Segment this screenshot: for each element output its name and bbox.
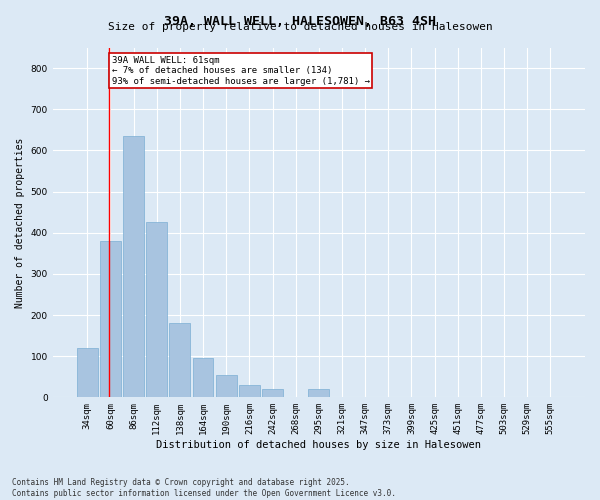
Text: Size of property relative to detached houses in Halesowen: Size of property relative to detached ho… [107,22,493,32]
Bar [308,389,329,398]
Bar [193,358,214,398]
Text: 39A, WALL WELL, HALESOWEN, B63 4SH: 39A, WALL WELL, HALESOWEN, B63 4SH [164,15,436,28]
Y-axis label: Number of detached properties: Number of detached properties [15,137,25,308]
Bar [123,136,144,398]
Bar [169,324,190,398]
Bar [262,389,283,398]
Bar [239,385,260,398]
Bar [216,374,236,398]
Bar [146,222,167,398]
Bar [77,348,98,398]
Bar [100,241,121,398]
X-axis label: Distribution of detached houses by size in Halesowen: Distribution of detached houses by size … [157,440,481,450]
Text: 39A WALL WELL: 61sqm
← 7% of detached houses are smaller (134)
93% of semi-detac: 39A WALL WELL: 61sqm ← 7% of detached ho… [112,56,370,86]
Text: Contains HM Land Registry data © Crown copyright and database right 2025.
Contai: Contains HM Land Registry data © Crown c… [12,478,396,498]
